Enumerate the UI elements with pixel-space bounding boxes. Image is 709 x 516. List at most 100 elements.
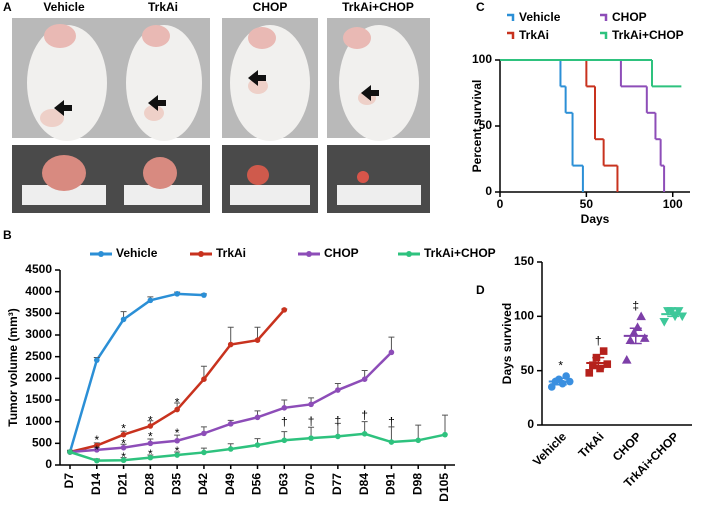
y-tick-label: 0 [45, 457, 52, 471]
photo-mouse [327, 18, 430, 141]
point [227, 421, 234, 427]
y-tick-label: 150 [514, 254, 534, 268]
point [201, 430, 207, 437]
annotation: * [148, 429, 153, 443]
y-tick-label: 2000 [25, 371, 52, 385]
point [281, 437, 288, 444]
point [639, 333, 650, 342]
point [67, 449, 73, 455]
x-tick-label: D56 [250, 473, 264, 495]
point [442, 431, 448, 438]
point [120, 457, 127, 464]
point [361, 376, 368, 383]
point [254, 337, 261, 344]
x-tick-label: CHOP [610, 429, 644, 463]
point [254, 414, 261, 421]
point [659, 317, 670, 327]
point [547, 383, 556, 391]
x-tick-label: Vehicle [530, 429, 569, 468]
point [174, 291, 180, 297]
point [120, 316, 127, 323]
y-tick-label: 0 [527, 417, 534, 431]
point [93, 357, 100, 363]
point [120, 431, 127, 438]
annotation: † [388, 415, 395, 429]
point [585, 369, 594, 377]
panel-letter: A [3, 0, 12, 14]
x-tick-label: D98 [410, 473, 424, 495]
x-tick-label: D77 [330, 473, 344, 495]
legend-label: CHOP [324, 246, 359, 260]
sem-bar [629, 327, 642, 345]
y-axis-label: Days survived [500, 303, 514, 384]
annotation: * [175, 444, 180, 458]
panel-letter: C [476, 0, 485, 14]
legend-swatch [600, 31, 608, 39]
y-tick-label: 500 [32, 436, 52, 450]
sem-bar [592, 356, 605, 370]
point [147, 297, 154, 304]
legend-label: TrkAi+CHOP [612, 28, 684, 42]
y-tick-label: 2500 [25, 349, 52, 363]
annotation: * [94, 443, 99, 457]
x-tick-label: D70 [303, 473, 317, 495]
y-tick-label: 4000 [25, 284, 52, 298]
annotation: ‡ [632, 299, 639, 313]
annotation: † [308, 414, 315, 428]
legend-swatch [507, 31, 515, 39]
photo-tumor [327, 145, 430, 213]
point [174, 452, 180, 458]
x-tick-label: D63 [276, 473, 290, 495]
point [147, 423, 154, 429]
annotation: † [335, 413, 342, 427]
point [335, 387, 341, 393]
point [308, 435, 314, 441]
annotation: † [361, 408, 368, 422]
y-tick-label: 0 [485, 184, 492, 198]
point [93, 457, 100, 464]
point [308, 401, 314, 408]
point [599, 347, 608, 355]
point [201, 376, 207, 383]
legend-label: TrkAi [216, 246, 246, 260]
point [388, 439, 395, 445]
panel-letter: D [476, 283, 485, 297]
photo-label: Vehicle [43, 0, 85, 14]
annotation: * [148, 413, 153, 427]
legend-swatch [406, 251, 412, 257]
photo-tumor [12, 145, 116, 213]
photo-tumor [116, 145, 210, 213]
legend-label: CHOP [612, 10, 647, 24]
point [254, 442, 261, 448]
y-tick-label: 50 [521, 363, 535, 377]
y-axis-label: Tumor volume (mm³) [6, 308, 20, 426]
photo-mouse [116, 18, 210, 141]
annotation: * [121, 422, 126, 436]
annotation: * [121, 450, 126, 464]
y-tick-label: 3000 [25, 327, 52, 341]
point [335, 433, 341, 440]
x-tick-label: D7 [62, 473, 76, 489]
annotation: * [94, 433, 99, 447]
point [621, 355, 632, 364]
annotation: † [595, 333, 602, 347]
photo-label: TrkAi+CHOP [342, 0, 414, 14]
x-tick-label: TrkAi [575, 429, 606, 460]
error-bar [227, 326, 234, 345]
point [227, 341, 234, 348]
point [147, 454, 154, 461]
legend-swatch [507, 13, 515, 21]
photo-mouse [222, 18, 318, 141]
photo-label: CHOP [253, 0, 288, 14]
point [201, 292, 207, 298]
point [281, 307, 288, 313]
y-axis-label: Percent survival [470, 80, 484, 173]
series-line [68, 292, 204, 453]
point [361, 431, 368, 437]
error-bar [442, 414, 448, 435]
y-tick-label: 1000 [25, 414, 52, 428]
y-tick-label: 3500 [25, 306, 52, 320]
point [201, 449, 207, 456]
x-tick-label: 100 [663, 197, 683, 211]
point [589, 361, 597, 370]
